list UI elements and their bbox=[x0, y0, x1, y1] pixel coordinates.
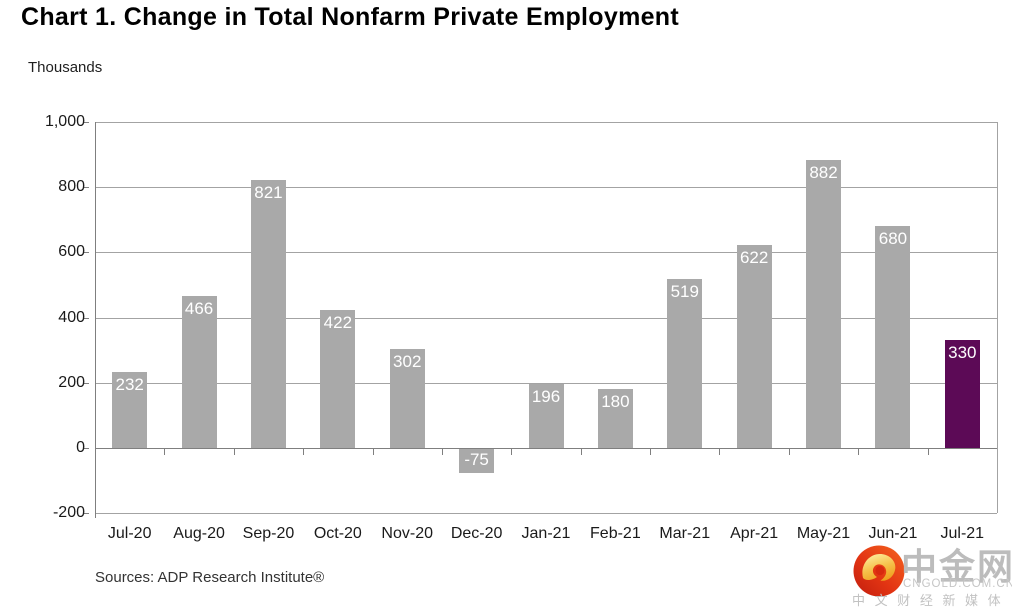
x-axis-tick bbox=[511, 447, 513, 455]
bar-value-label: 622 bbox=[739, 248, 769, 268]
x-axis-label-May-21: May-21 bbox=[796, 525, 851, 542]
bar-Aug-20: 466 bbox=[181, 295, 217, 448]
gridline-600 bbox=[95, 252, 997, 254]
x-axis-tick bbox=[164, 447, 166, 455]
bar-Apr-21: 622 bbox=[736, 245, 772, 448]
bar-value-label: 519 bbox=[670, 281, 699, 301]
x-axis-label-Nov-20: Nov-20 bbox=[381, 525, 433, 542]
bar-value-label: 196 bbox=[531, 386, 561, 406]
x-axis-tick bbox=[441, 447, 443, 455]
plot-right-border bbox=[997, 122, 998, 513]
bar-Feb-21: 180 bbox=[597, 389, 633, 448]
x-axis-tick bbox=[788, 447, 790, 455]
bar-value-label: 466 bbox=[184, 298, 214, 318]
x-axis-tick bbox=[303, 447, 305, 455]
x-axis-label-Sep-20: Sep-20 bbox=[242, 525, 295, 542]
x-axis-label-Jan-21: Jan-21 bbox=[521, 525, 571, 542]
y-axis-tick-label: 200 bbox=[58, 373, 85, 391]
y-axis-tick-label: 600 bbox=[58, 243, 85, 261]
y-axis-tick bbox=[83, 252, 89, 254]
y-axis-tick bbox=[83, 447, 89, 449]
bar-value-label: 330 bbox=[948, 343, 977, 363]
x-axis-tick bbox=[858, 447, 860, 455]
bar-value-label: 302 bbox=[393, 352, 422, 372]
x-axis-tick bbox=[233, 447, 235, 455]
gridline-1,000 bbox=[95, 122, 997, 123]
y-axis-tick bbox=[83, 382, 89, 384]
y-axis-tick-label: 400 bbox=[58, 308, 85, 326]
x-axis-label-Feb-21: Feb-21 bbox=[590, 525, 641, 542]
y-axis-tick-label: 800 bbox=[58, 178, 85, 196]
plot-area: -200 0 200 400 600 800 1,000 232 466 821 422 302 -75… bbox=[45, 113, 998, 521]
x-axis-label-Jul-21: Jul-21 bbox=[940, 525, 985, 542]
bar-value-label: 180 bbox=[601, 392, 630, 412]
bar-value-label: 232 bbox=[115, 375, 144, 395]
bar-Jun-21: 680 bbox=[875, 226, 911, 448]
bar-Dec-20: -75 bbox=[459, 448, 495, 474]
y-axis-line bbox=[95, 122, 96, 518]
bar-Oct-20: 422 bbox=[320, 310, 356, 448]
x-axis-label-Dec-20: Dec-20 bbox=[450, 525, 503, 542]
x-axis-label-Mar-21: Mar-21 bbox=[659, 525, 711, 542]
watermark-domain-text: CNGOLD.COM.CN bbox=[903, 578, 1012, 590]
watermark-brand-text: 中金网 bbox=[901, 546, 1012, 587]
bar-value-label: 882 bbox=[809, 163, 838, 183]
x-axis-tick bbox=[719, 447, 721, 455]
bar-Jul-21: 330 bbox=[944, 340, 980, 448]
bar-Sep-20: 821 bbox=[250, 180, 286, 448]
y-axis-tick-label: 1,000 bbox=[44, 113, 85, 130]
x-axis-label-Apr-21: Apr-21 bbox=[730, 525, 779, 542]
x-axis-label-Oct-20: Oct-20 bbox=[313, 525, 362, 542]
x-axis-tick bbox=[580, 447, 582, 455]
bar-value-label: -75 bbox=[464, 450, 489, 470]
y-axis-tick bbox=[83, 317, 89, 319]
bar-May-21: 882 bbox=[806, 160, 842, 448]
watermark-tagline-text: 中 文 财 经 新 媒 体 bbox=[852, 593, 1004, 608]
bar-Jul-20: 232 bbox=[112, 372, 148, 448]
source-note: Sources: ADP Research Institute® bbox=[95, 569, 325, 586]
bar-Nov-20: 302 bbox=[389, 349, 425, 448]
x-axis-label-Jul-20: Jul-20 bbox=[107, 525, 152, 542]
x-axis-zero-line bbox=[95, 447, 997, 449]
x-axis-tick bbox=[650, 447, 652, 455]
chart-title: Chart 1. Change in Total Nonfarm Private… bbox=[21, 3, 679, 31]
bar-value-label: 821 bbox=[254, 183, 283, 203]
y-axis-tick-label: 0 bbox=[76, 438, 85, 456]
y-axis-units-label: Thousands bbox=[28, 59, 103, 76]
bar-Mar-21: 519 bbox=[667, 278, 703, 448]
gridline-800 bbox=[95, 187, 997, 189]
x-axis-tick bbox=[927, 447, 929, 455]
x-axis-tick bbox=[372, 447, 374, 455]
gridline--200 bbox=[95, 513, 997, 514]
y-axis-tick bbox=[83, 187, 89, 189]
y-axis-tick bbox=[83, 513, 89, 514]
y-axis-tick-label: -200 bbox=[52, 504, 85, 521]
bar-value-label: 680 bbox=[878, 229, 908, 249]
y-axis-tick bbox=[83, 122, 89, 123]
bar-value-label: 422 bbox=[323, 313, 353, 333]
bar-Jan-21: 196 bbox=[528, 383, 564, 448]
cngold-logo-icon bbox=[853, 545, 905, 597]
gridline-400 bbox=[95, 317, 997, 319]
gridline-200 bbox=[95, 382, 997, 384]
x-axis-label-Jun-21: Jun-21 bbox=[868, 525, 918, 542]
x-axis-label-Aug-20: Aug-20 bbox=[173, 525, 225, 542]
